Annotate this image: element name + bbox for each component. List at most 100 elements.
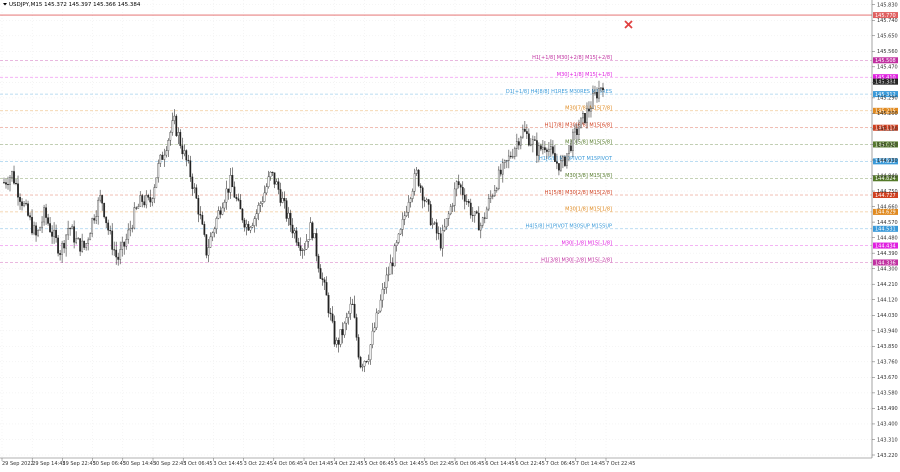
candle-body (117, 256, 120, 260)
candle-body (39, 227, 41, 231)
x-tick-label: 3 Oct 22:45 (244, 461, 273, 467)
candle-body (433, 222, 436, 224)
price-tag (873, 124, 898, 131)
collapse-triangle-icon[interactable] (3, 3, 7, 6)
candle-body (199, 213, 202, 216)
candle-body (588, 108, 590, 112)
candle-body (287, 212, 290, 219)
candle-body (241, 208, 244, 221)
candle-body (534, 139, 536, 141)
candle-body (179, 132, 182, 146)
x-tick-label: 6 Oct 22:45 (515, 461, 544, 467)
candle-body (281, 198, 284, 203)
candle-body (375, 312, 378, 328)
candle-body (19, 197, 21, 202)
candle-body (347, 313, 350, 318)
price-tags: 145.770145.508145.410145.384145.312145.2… (873, 12, 898, 266)
candle-body (71, 226, 73, 230)
candle-body (151, 198, 154, 203)
candle-body (181, 145, 184, 155)
candle-body (59, 253, 61, 255)
candle-body (409, 198, 412, 203)
price-tag-label: 145.770 (875, 13, 896, 19)
candle-body (43, 207, 45, 223)
candle-body (461, 187, 464, 196)
candle-body (37, 230, 39, 236)
y-tick-label: 145.560 (877, 49, 898, 55)
candle-body (385, 274, 388, 288)
y-tick-label: 145.740 (877, 18, 898, 24)
x-tick-label: 29 Sep 22:45 (62, 461, 95, 467)
candle-body (501, 162, 504, 175)
candle-body (99, 195, 102, 201)
candle-body (457, 181, 460, 186)
candle-body (485, 208, 488, 219)
candle-body (207, 247, 210, 256)
candle-body (401, 219, 404, 230)
y-tick-label: 144.120 (877, 298, 898, 304)
candle-body (405, 211, 408, 216)
candle-body (115, 249, 118, 258)
price-tag (873, 259, 898, 266)
price-tag (873, 78, 898, 85)
candle-body (107, 222, 110, 231)
candle-body (548, 148, 550, 152)
candle-body (201, 215, 204, 225)
candle-body (9, 177, 11, 185)
price-tag (873, 12, 898, 19)
candle-body (123, 241, 126, 247)
candle-body (29, 215, 31, 218)
candle-body (341, 329, 344, 336)
price-tag (873, 242, 898, 249)
level-label: M30[+1/8] M15[+1/8] (557, 72, 612, 78)
candle-body (536, 140, 538, 156)
candle-body (219, 210, 222, 215)
candle-body (365, 361, 368, 363)
candle-body (477, 212, 480, 231)
candle-body (45, 207, 47, 218)
candle-body (257, 205, 260, 214)
candle-body (223, 202, 226, 209)
y-tick-label: 143.310 (877, 437, 898, 443)
y-tick-label: 143.400 (877, 422, 898, 428)
x-tick-label: 3 Oct 14:45 (213, 461, 242, 467)
y-tick-label: 144.660 (877, 204, 898, 210)
y-tick-label: 145.020 (877, 142, 898, 148)
candle-body (111, 230, 114, 250)
candle-body (95, 216, 98, 221)
candle-body (261, 201, 264, 204)
delete-cross-icon[interactable] (624, 20, 633, 29)
candle-body (469, 202, 472, 216)
candle-body (209, 236, 212, 248)
candle-body (329, 312, 332, 315)
candle-body (538, 145, 540, 156)
candle-body (574, 128, 576, 133)
candle-body (381, 289, 384, 301)
y-tick-label: 144.210 (877, 282, 898, 288)
x-tick-label: 30 Sep 06:45 (93, 461, 126, 467)
candle-body (121, 241, 124, 250)
y-tick-label: 144.300 (877, 266, 898, 272)
candle-body (229, 175, 232, 193)
candle-body (313, 233, 316, 239)
candle-body (429, 204, 432, 226)
candle-body (91, 218, 94, 234)
candle-body (321, 278, 324, 280)
candle-body (141, 195, 144, 202)
price-axis[interactable]: 145.830 145.740 145.650 145.560 145.470 145.3… (872, 3, 898, 459)
candle-body (3, 182, 5, 184)
x-tick-label: 5 Oct 14:45 (395, 461, 424, 467)
candle-body (600, 87, 602, 89)
candle-body (227, 188, 230, 193)
candle-body (217, 210, 220, 219)
candle-body (415, 169, 418, 174)
candle-body (475, 211, 478, 214)
candle-body (550, 146, 552, 150)
candle-body (507, 155, 510, 161)
candle-body (169, 132, 172, 141)
candle-body (249, 227, 252, 231)
y-tick-label: 144.030 (877, 313, 898, 319)
